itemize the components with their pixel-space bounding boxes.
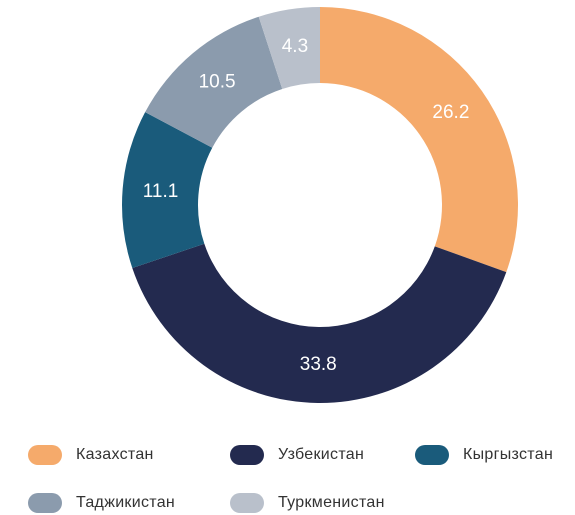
legend-label: Кыргызстан — [463, 446, 553, 463]
slice-label: 10.5 — [199, 71, 236, 92]
legend-swatch — [230, 493, 264, 513]
donut-slice — [258, 7, 320, 89]
slice-label: 26.2 — [432, 102, 469, 123]
donut-slice — [121, 112, 213, 268]
slice-label: 11.1 — [143, 181, 179, 202]
legend-label: Казахстан — [76, 446, 154, 463]
slice-label: 4.3 — [282, 36, 308, 57]
legend-label: Узбекистан — [278, 446, 364, 463]
donut-slice — [132, 243, 507, 403]
slice-label: 33.8 — [300, 354, 337, 375]
legend-swatch — [28, 445, 62, 465]
legend-swatch — [230, 445, 264, 465]
legend-swatch — [415, 445, 449, 465]
legend-swatch — [28, 493, 62, 513]
legend-label: Таджикистан — [76, 494, 175, 511]
legend-label: Туркменистан — [278, 494, 385, 511]
donut-slice — [145, 16, 283, 148]
donut-slice — [320, 7, 518, 273]
